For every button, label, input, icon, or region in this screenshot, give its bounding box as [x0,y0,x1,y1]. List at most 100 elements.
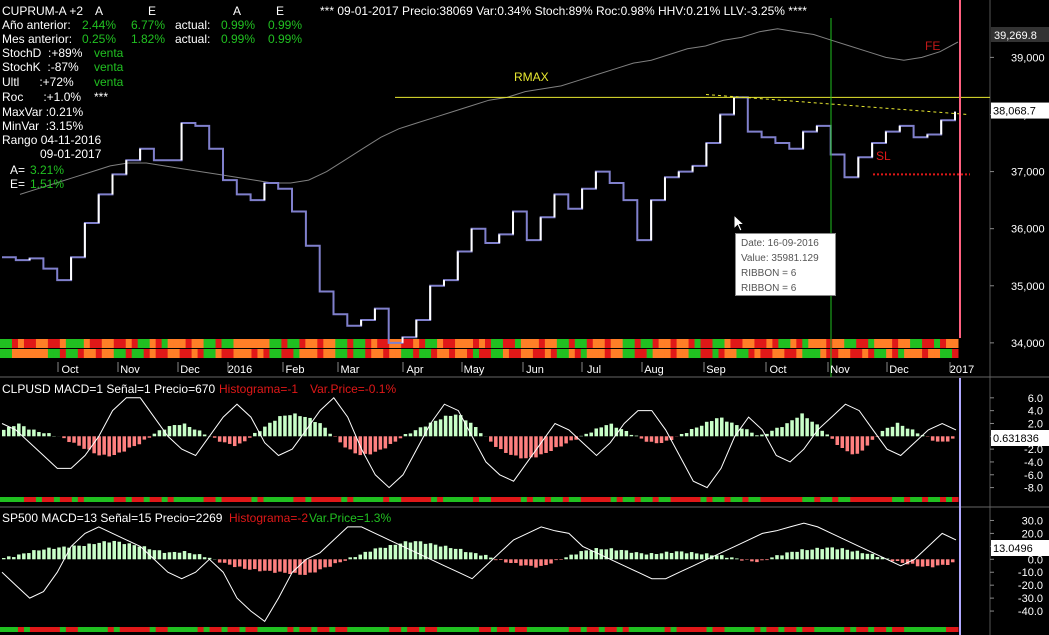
ribbon-cell [17,349,25,358]
histogram-bar [423,543,428,560]
histogram-bar [654,436,659,444]
histogram-bar [192,554,197,560]
ribbon-cell [371,497,378,502]
ribbon-cell [700,349,708,358]
ribbon-cell [107,627,115,632]
ribbon-cell [838,349,845,358]
histogram-bar [197,554,202,560]
ribbon-cell [778,339,785,348]
histogram-bar [704,553,709,560]
ribbon-cell [77,339,85,348]
ribbon-cell [143,627,151,632]
histogram-bar [624,431,629,437]
ribbon-cell [892,349,899,358]
histogram-bar [338,559,342,563]
ribbon-cell [107,339,115,348]
histogram-bar [122,544,127,560]
histogram-bar [599,427,604,437]
histogram-bar [840,436,845,449]
histogram-bar [494,559,498,561]
upper-value-box [991,27,1049,42]
histogram-bar [825,434,829,437]
histogram-bar [132,436,137,447]
ribbon-cell [323,627,330,632]
histogram-bar [323,427,327,437]
ribbon-cell [437,627,444,632]
histogram-bar [107,542,111,560]
histogram-bar [67,436,71,443]
ribbon-cell [748,339,755,348]
histogram-bar [167,552,172,560]
ribbon-cell [562,349,570,358]
histogram-bar [162,429,167,437]
ultl-label: Ultl :+72% [2,75,74,89]
ribbon-cell [652,339,660,348]
ribbon-cell [640,497,648,502]
ribbon-cell [676,497,684,502]
histogram-bar [398,436,403,439]
ribbon-cell [137,497,145,502]
histogram-bar [845,436,850,452]
ribbon-cell [934,349,941,358]
ribbon-cell [227,339,235,348]
ribbon-cell [47,497,55,502]
ribbon-cell [484,627,492,632]
histogram-bar [750,559,754,562]
ribbon-cell [443,627,450,632]
histogram-bar [413,430,418,437]
histogram-bar [413,541,418,560]
month-label: Mes anterior: [2,32,73,46]
ribbon-cell [526,497,534,502]
ribbon-cell [856,497,863,502]
histogram-bar [524,436,528,459]
upper-value-label: 39,269.8 [994,30,1037,42]
ribbon-cell [622,627,630,632]
ribbon-cell [401,627,408,632]
ribbon-cell [496,627,504,632]
ribbon-cell [167,497,175,502]
histogram-bar [227,436,232,444]
histogram-bar [649,436,654,442]
histogram-bar [875,557,880,560]
histogram-bar [127,436,132,448]
ribbon-cell [143,339,151,348]
ribbon-cell [215,497,223,502]
ribbon-cell [874,627,881,632]
ribbon-cell [353,349,360,358]
ribbon-cell [431,339,438,348]
histogram-bar [47,547,51,560]
ribbon-cell [616,497,624,502]
histogram-bar [519,436,523,459]
ribbon-cell [359,349,366,358]
ribbon-cell [137,349,145,358]
ribbon-cell [592,339,600,348]
ribbon-cell [359,497,366,502]
ribbon-cell [706,339,714,348]
ribbon-cell [101,339,109,348]
histogram-bar [639,436,644,439]
ribbon-cell [221,339,229,348]
ribbon-cell [502,627,510,632]
ribbon-cell [53,627,61,632]
tooltip-ribbon-2: RIBBON = 6 [741,283,797,294]
ribbon-cell [395,627,402,632]
ribbon-cell [814,627,821,632]
ribbon-cell [431,349,438,358]
ribbon-cell [425,497,432,502]
ribbon-cell [520,497,528,502]
histogram-bar [122,436,127,452]
y-tick-label: 20.0 [1022,528,1043,540]
ribbon-cell [724,497,731,502]
ribbon-cell [898,627,905,632]
ribbon-cell [329,339,336,348]
ribbon-cell [227,627,235,632]
ribbon-cell [718,349,725,358]
ribbon-cell [868,497,875,502]
ribbon-cell [484,339,492,348]
histogram-bar [117,541,122,560]
ribbon-cell [23,349,31,358]
ribbon-cell [496,349,504,358]
histogram-bar [815,547,819,560]
ribbon-cell [922,349,929,358]
